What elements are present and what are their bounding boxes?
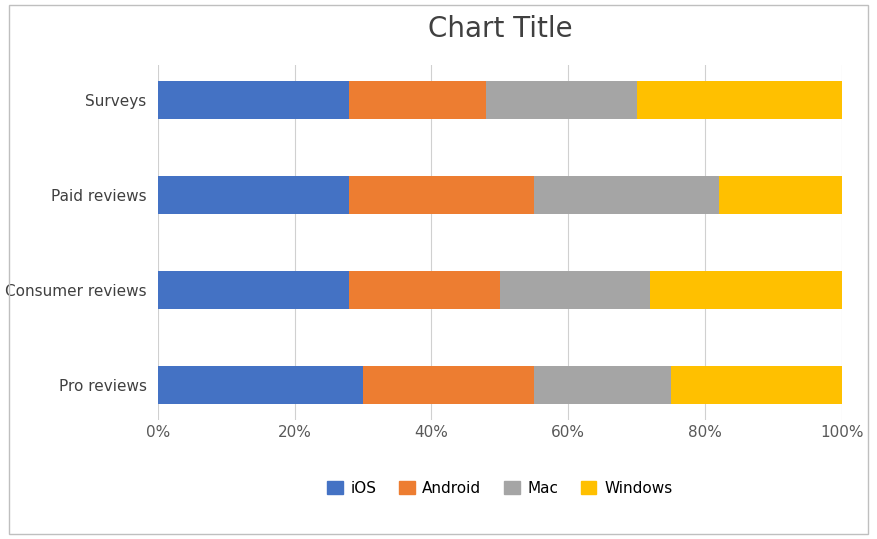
Bar — [486, 81, 637, 119]
Bar — [349, 81, 486, 119]
Bar — [637, 81, 842, 119]
Bar — [534, 366, 671, 404]
Bar — [158, 176, 349, 214]
Bar — [651, 271, 842, 309]
Bar — [719, 176, 842, 214]
Title: Chart Title: Chart Title — [428, 15, 572, 43]
Legend: iOS, Android, Mac, Windows: iOS, Android, Mac, Windows — [321, 474, 679, 502]
Bar — [500, 271, 651, 309]
Bar — [158, 366, 363, 404]
Bar — [349, 176, 534, 214]
Bar — [158, 271, 349, 309]
Bar — [534, 176, 719, 214]
Bar — [363, 366, 534, 404]
Bar — [349, 271, 500, 309]
Bar — [671, 366, 842, 404]
Bar — [158, 81, 349, 119]
